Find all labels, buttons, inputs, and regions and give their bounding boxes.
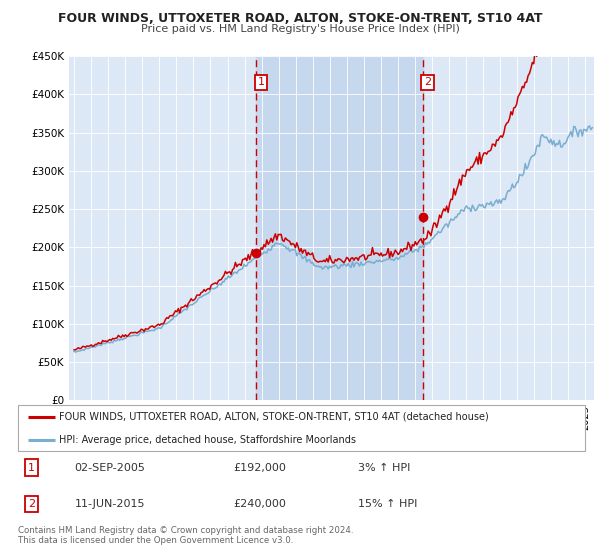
FancyBboxPatch shape [18,405,585,451]
Text: 15% ↑ HPI: 15% ↑ HPI [358,499,418,509]
Text: FOUR WINDS, UTTOXETER ROAD, ALTON, STOKE-ON-TRENT, ST10 4AT: FOUR WINDS, UTTOXETER ROAD, ALTON, STOKE… [58,12,542,25]
Text: £240,000: £240,000 [233,499,286,509]
Text: FOUR WINDS, UTTOXETER ROAD, ALTON, STOKE-ON-TRENT, ST10 4AT (detached house): FOUR WINDS, UTTOXETER ROAD, ALTON, STOKE… [59,412,488,422]
Text: 2: 2 [28,499,35,509]
Text: Contains HM Land Registry data © Crown copyright and database right 2024.: Contains HM Land Registry data © Crown c… [18,526,353,535]
Text: HPI: Average price, detached house, Staffordshire Moorlands: HPI: Average price, detached house, Staf… [59,435,356,445]
Text: This data is licensed under the Open Government Licence v3.0.: This data is licensed under the Open Gov… [18,536,293,545]
Text: 2: 2 [424,77,431,87]
Text: 1: 1 [28,463,35,473]
Text: Price paid vs. HM Land Registry's House Price Index (HPI): Price paid vs. HM Land Registry's House … [140,24,460,34]
Bar [256,56,422,400]
Text: 3% ↑ HPI: 3% ↑ HPI [358,463,410,473]
Text: £192,000: £192,000 [233,463,286,473]
Text: 02-SEP-2005: 02-SEP-2005 [75,463,146,473]
Text: 1: 1 [257,77,265,87]
Text: 11-JUN-2015: 11-JUN-2015 [75,499,145,509]
